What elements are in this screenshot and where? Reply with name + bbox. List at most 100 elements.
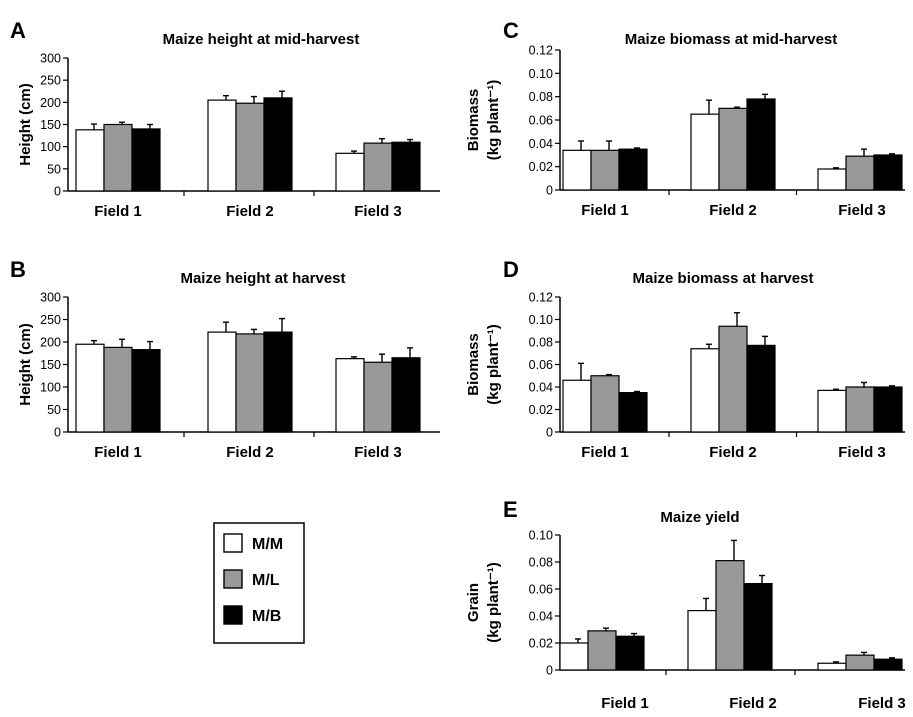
y-tick-label: 0.10 (529, 313, 553, 327)
y-axis-label: Biomass (465, 89, 482, 152)
bar (391, 141, 421, 192)
bar (335, 152, 365, 192)
y-axis-label: Height (cm) (17, 83, 34, 166)
y-tick-label: 100 (40, 381, 61, 395)
category-label: Field 3 (354, 444, 402, 461)
panel-c: C Maize biomass at mid-harvest Biomass (kg … (465, 18, 905, 219)
bar (562, 149, 592, 191)
bar (687, 609, 717, 671)
panel-d: D Maize biomass at harvest Biomass (kg plan… (465, 257, 905, 461)
bar (618, 148, 648, 191)
bar (743, 582, 773, 671)
y-tick-label: 0.06 (529, 114, 553, 128)
category-label: Field 1 (94, 444, 142, 461)
legend-label: M/M (252, 536, 283, 553)
y-tick-label: 50 (47, 162, 61, 176)
y-axis-label: Biomass (465, 333, 482, 396)
y-tick-label: 0.04 (529, 137, 553, 151)
category-label: Field 2 (729, 695, 777, 712)
bar (873, 154, 903, 191)
bar (845, 654, 875, 671)
panel-letter: A (10, 18, 26, 43)
y-tick-label: 0.04 (529, 381, 553, 395)
y-tick-label: 0.08 (529, 556, 553, 570)
y-axis-label: (kg plant⁻¹) (485, 324, 502, 404)
y-tick-label: 0.02 (529, 637, 553, 651)
category-label: Field 2 (226, 203, 274, 220)
y-tick-label: 0.08 (529, 90, 553, 104)
y-tick-label: 200 (40, 336, 61, 350)
bar (590, 149, 620, 191)
bar (845, 155, 875, 191)
chart-title: Maize biomass at mid-harvest (625, 31, 838, 48)
panel-b: B Maize height at harvest Height (cm) 0 50 10… (10, 257, 440, 461)
panel-e: E Maize yield Grain (kg plant⁻¹) 0 0.02 0.04 0.… (465, 497, 906, 712)
bar (75, 129, 105, 192)
bar (207, 331, 237, 433)
bar (335, 358, 365, 433)
legend-swatch (223, 569, 243, 589)
category-label: Field 3 (354, 203, 402, 220)
y-tick-label: 50 (47, 403, 61, 417)
bar (587, 630, 617, 671)
bar (718, 107, 748, 191)
category-label: Field 1 (581, 202, 629, 219)
bar (873, 386, 903, 433)
category-label: Field 2 (709, 202, 757, 219)
bar (363, 361, 393, 433)
bar (746, 344, 776, 433)
y-tick-label: 150 (40, 358, 61, 372)
bar (590, 375, 620, 433)
bar (618, 392, 648, 433)
chart-title: Maize height at harvest (180, 270, 345, 287)
category-label: Field 3 (858, 695, 906, 712)
y-tick-label: 0.06 (529, 583, 553, 597)
chart-title: Maize height at mid-harvest (163, 31, 360, 48)
bar (718, 325, 748, 433)
panel-letter: B (10, 257, 26, 282)
y-tick-label: 0.02 (529, 160, 553, 174)
bar (103, 346, 133, 433)
y-tick-label: 0.10 (529, 529, 553, 543)
panel-letter: D (503, 257, 519, 282)
y-tick-label: 300 (40, 291, 61, 305)
bar (817, 662, 847, 671)
bar (131, 349, 161, 433)
bar (235, 102, 265, 192)
y-tick-label: 0 (54, 426, 61, 440)
legend-label: M/B (252, 608, 281, 625)
bar (615, 635, 645, 671)
y-tick-label: 250 (40, 74, 61, 88)
y-axis-label: (kg plant⁻¹) (485, 80, 502, 160)
bar (873, 658, 903, 671)
category-label: Field 2 (226, 444, 274, 461)
chart-title: Maize yield (660, 509, 739, 526)
category-label: Field 1 (581, 444, 629, 461)
bar (207, 99, 237, 192)
bar (263, 97, 293, 192)
chart-title: Maize biomass at harvest (633, 270, 814, 287)
y-tick-label: 0 (546, 664, 553, 678)
y-tick-label: 150 (40, 118, 61, 132)
y-axis-label: Grain (465, 583, 482, 622)
bar (263, 331, 293, 433)
bar (845, 386, 875, 433)
y-tick-label: 0 (546, 184, 553, 198)
bar (746, 98, 776, 191)
y-axis-label: (kg plant⁻¹) (485, 562, 502, 642)
y-tick-label: 0 (546, 426, 553, 440)
category-label: Field 2 (709, 444, 757, 461)
bar (75, 343, 105, 433)
legend-label: M/L (252, 572, 280, 589)
bar (690, 113, 720, 191)
bar (690, 348, 720, 433)
y-tick-label: 0.12 (529, 44, 553, 58)
bar (235, 333, 265, 433)
y-tick-label: 100 (40, 140, 61, 154)
category-label: Field 1 (94, 203, 142, 220)
category-label: Field 1 (601, 695, 649, 712)
panel-letter: C (503, 18, 519, 43)
category-label: Field 3 (838, 444, 886, 461)
bar (715, 560, 745, 671)
